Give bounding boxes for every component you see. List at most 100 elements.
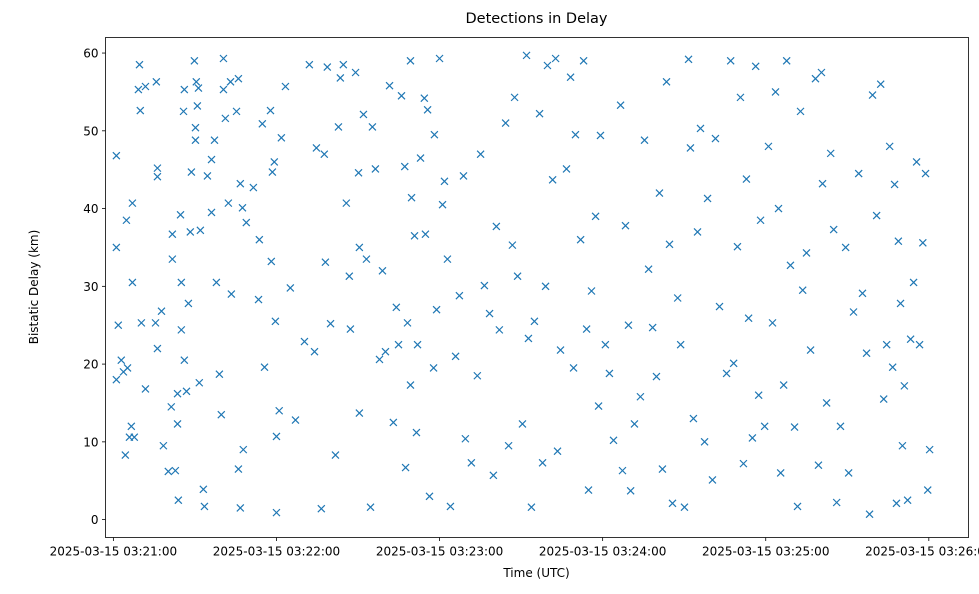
data-point	[394, 340, 403, 349]
data-point	[112, 151, 121, 160]
data-point	[700, 437, 709, 446]
data-point	[378, 266, 387, 275]
x-axis: 2025-03-15 03:21:00 2025-03-15 03:22:00 20…	[50, 537, 979, 559]
y-tick-label: 50	[83, 124, 98, 138]
data-point	[648, 323, 657, 332]
data-point	[326, 319, 335, 328]
chart-title: Detections in Delay	[465, 11, 607, 27]
data-point	[254, 295, 263, 304]
data-point	[817, 68, 826, 77]
data-point	[381, 347, 390, 356]
data-point	[432, 305, 441, 314]
data-point	[923, 486, 932, 494]
data-point	[912, 157, 921, 166]
data-point	[530, 317, 539, 326]
data-point	[751, 62, 760, 71]
data-point	[191, 123, 200, 132]
data-point	[742, 175, 751, 183]
data-point	[153, 164, 162, 173]
data-point	[446, 502, 455, 511]
data-point	[621, 221, 630, 230]
data-point	[915, 340, 924, 349]
data-point	[892, 499, 901, 508]
data-point	[130, 433, 139, 442]
data-point	[726, 56, 735, 65]
data-point	[802, 248, 811, 257]
data-point	[168, 230, 177, 239]
data-point	[389, 418, 398, 427]
data-point	[234, 465, 243, 473]
data-point	[334, 123, 343, 131]
data-point	[321, 258, 330, 267]
y-axis-label: Bistatic Delay (km)	[27, 230, 41, 345]
data-point	[137, 318, 146, 327]
data-point	[300, 337, 309, 346]
data-point	[736, 93, 745, 102]
data-point	[312, 143, 321, 152]
data-point	[652, 372, 661, 381]
data-point	[543, 61, 552, 70]
data-point	[238, 203, 247, 212]
data-point	[771, 88, 780, 96]
data-point	[854, 169, 863, 178]
data-point	[401, 463, 410, 472]
data-point	[548, 175, 557, 184]
data-point	[164, 467, 173, 476]
data-point	[207, 155, 216, 164]
data-point	[673, 294, 682, 302]
data-point	[862, 349, 871, 358]
data-point	[888, 363, 897, 372]
data-point	[438, 200, 447, 209]
data-point	[190, 56, 199, 65]
data-point	[903, 496, 912, 505]
data-point	[609, 436, 618, 445]
data-point	[135, 60, 144, 69]
data-point	[624, 321, 633, 330]
x-axis-label: Time (UTC)	[502, 566, 569, 580]
data-point	[232, 107, 241, 116]
data-point	[224, 199, 233, 208]
data-point	[407, 193, 416, 202]
data-point	[336, 74, 345, 82]
data-point	[591, 212, 600, 221]
data-point	[900, 381, 909, 390]
data-point	[587, 287, 596, 295]
data-point	[236, 504, 245, 512]
data-point	[186, 227, 195, 236]
data-point	[562, 164, 571, 173]
data-point	[776, 469, 785, 477]
data-point	[362, 255, 371, 264]
data-point	[473, 371, 482, 380]
y-tick-label: 0	[91, 513, 99, 527]
data-point	[626, 486, 635, 495]
data-point	[281, 82, 290, 91]
data-point	[392, 303, 401, 312]
data-point	[849, 308, 858, 316]
data-point	[366, 503, 375, 512]
data-point	[832, 498, 841, 507]
data-point	[872, 211, 881, 220]
data-point	[196, 226, 205, 235]
data-point	[566, 73, 575, 82]
data-point	[779, 381, 788, 390]
data-point	[234, 74, 243, 83]
data-point	[219, 54, 228, 63]
data-point	[584, 486, 593, 494]
data-point	[403, 318, 412, 327]
data-point	[406, 56, 415, 65]
y-tick-label: 30	[83, 280, 98, 294]
data-point	[191, 136, 200, 145]
data-point	[806, 346, 815, 355]
data-point	[199, 485, 208, 494]
data-point	[553, 447, 562, 456]
data-point	[909, 278, 918, 287]
data-point	[114, 321, 123, 330]
data-point	[400, 162, 409, 171]
data-point	[112, 375, 121, 384]
data-point	[485, 309, 494, 318]
data-point	[153, 172, 162, 181]
data-point	[782, 56, 791, 65]
data-point	[630, 420, 639, 428]
